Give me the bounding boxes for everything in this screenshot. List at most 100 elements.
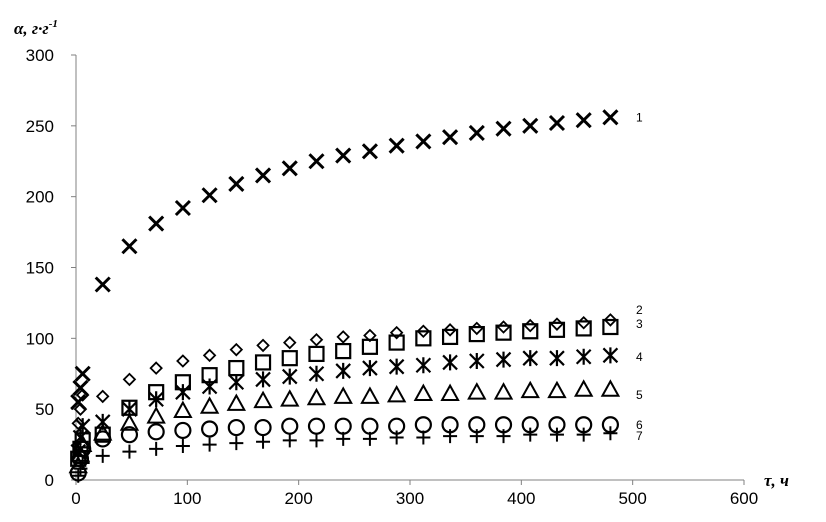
plus-marker <box>416 430 431 445</box>
triangle-marker <box>467 382 487 400</box>
series-1 <box>70 109 619 411</box>
diamond-marker <box>523 318 538 333</box>
plus-marker <box>576 427 591 442</box>
diamond-marker <box>603 313 618 327</box>
series-7 <box>71 426 618 483</box>
asterisk-marker <box>281 368 298 385</box>
triangle-marker <box>360 386 380 404</box>
circle-marker <box>281 417 299 435</box>
triangle-marker <box>547 380 567 399</box>
x-marker <box>228 175 245 192</box>
square-marker <box>308 345 325 363</box>
triangle-marker <box>306 387 327 406</box>
x-marker <box>335 147 352 164</box>
plus-marker <box>282 433 297 448</box>
diamond-marker <box>443 323 457 337</box>
diamond-marker <box>256 338 270 353</box>
circle-marker <box>307 417 326 435</box>
x-marker <box>201 187 218 204</box>
triangle-marker <box>413 383 434 401</box>
asterisk-marker <box>602 347 619 364</box>
diamond-marker <box>496 320 511 334</box>
diamond-marker <box>309 332 324 347</box>
diamond-marker <box>416 324 431 339</box>
square-marker <box>495 324 512 341</box>
y-tick-label: 100 <box>26 329 54 348</box>
plus-marker <box>256 434 271 449</box>
asterisk-marker <box>415 357 432 374</box>
plus-marker <box>309 433 324 448</box>
data-points <box>68 109 621 483</box>
diamond-marker <box>550 317 564 331</box>
series-label-5: 5 <box>636 388 643 402</box>
plus-marker <box>122 444 137 459</box>
x-marker <box>602 109 619 126</box>
plus-marker <box>336 431 351 446</box>
plus-marker <box>496 429 511 444</box>
circle-marker <box>227 418 245 437</box>
x-marker <box>442 129 459 146</box>
asterisk-marker <box>362 360 378 377</box>
triangle-marker <box>386 384 407 403</box>
circle-marker <box>174 421 192 440</box>
diamond-marker <box>95 389 110 404</box>
y-tick-label: 0 <box>45 471 54 490</box>
circle-marker <box>254 418 272 437</box>
x-tick-label: 200 <box>284 489 312 508</box>
triangle-marker <box>520 380 540 399</box>
circle-marker <box>120 426 139 444</box>
diamond-marker <box>229 342 244 357</box>
asterisk-marker <box>575 348 592 365</box>
circle-marker <box>201 420 219 438</box>
diamond-marker <box>149 361 163 375</box>
square-marker <box>361 338 379 355</box>
diamond-marker <box>176 354 190 368</box>
plus-marker <box>389 430 404 445</box>
asterisk-marker <box>255 371 271 388</box>
circle-marker <box>147 423 165 441</box>
triangle-marker <box>600 379 621 397</box>
x-tick-label: 600 <box>730 489 758 508</box>
square-marker <box>254 354 272 371</box>
y-tick-label: 300 <box>26 46 54 65</box>
x-marker <box>468 124 485 141</box>
y-axis-label: α, г·г-1 <box>14 18 58 38</box>
diamond-marker <box>202 348 217 363</box>
diamond-marker <box>282 335 297 350</box>
plus-marker <box>149 441 164 456</box>
circle-marker <box>414 416 432 434</box>
square-marker <box>281 350 298 367</box>
plus-marker <box>549 427 564 442</box>
diamond-marker <box>363 328 377 343</box>
diamond-marker <box>389 325 404 340</box>
plus-marker <box>202 437 217 452</box>
y-tick-label: 200 <box>26 188 54 207</box>
diamond-marker <box>122 372 137 387</box>
diamond-marker <box>75 388 90 402</box>
plus-marker <box>71 468 86 483</box>
series-label-4: 4 <box>636 350 643 364</box>
plus-marker <box>603 426 618 441</box>
x-marker <box>495 120 512 137</box>
series-label-7: 7 <box>636 429 643 443</box>
diamond-marker <box>73 402 88 416</box>
triangle-marker <box>199 396 220 414</box>
x-tick-label: 400 <box>507 489 535 508</box>
asterisk-marker <box>549 350 565 367</box>
x-marker <box>174 199 191 217</box>
asterisk-marker <box>201 378 218 395</box>
y-tick-label: 50 <box>35 400 54 419</box>
series-label-6: 6 <box>636 418 643 432</box>
x-tick-label: 500 <box>618 489 646 508</box>
x-tick-label: 100 <box>173 489 201 508</box>
plus-marker <box>443 429 458 444</box>
plus-marker <box>469 429 484 444</box>
triangle-marker <box>146 406 166 424</box>
x-tick-label: 300 <box>396 489 424 508</box>
square-marker <box>522 323 539 340</box>
square-marker <box>388 334 405 351</box>
diamond-marker <box>470 321 484 336</box>
triangle-marker <box>253 390 273 409</box>
